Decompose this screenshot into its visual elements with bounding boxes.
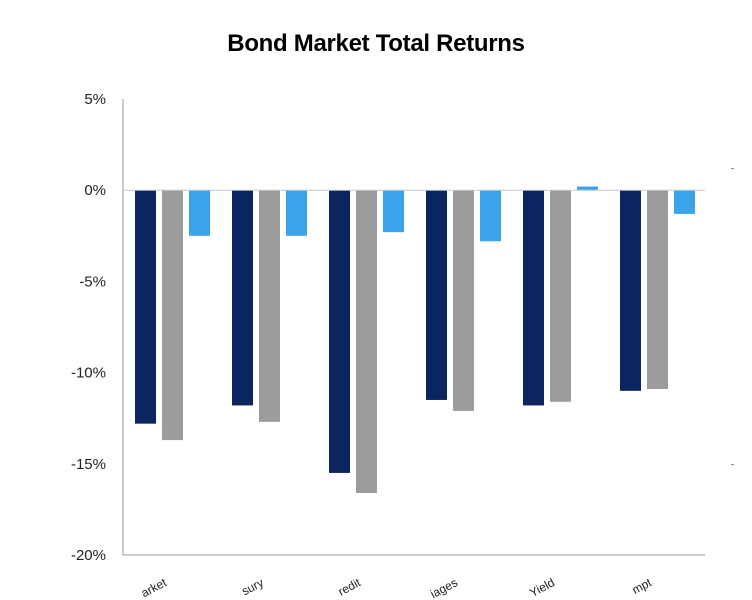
bar (356, 190, 377, 493)
bars (135, 186, 695, 493)
x-tick-label: iages (428, 575, 460, 600)
y-tick-label: 0% (84, 182, 106, 199)
bar (674, 190, 695, 214)
y-axis: 5% 0% -5% -10% -15% -20% (71, 91, 124, 564)
bar (232, 190, 253, 406)
bar (620, 190, 641, 391)
y-tick-label: -10% (71, 365, 106, 382)
bar (523, 190, 544, 406)
y-tick-label: -5% (79, 273, 106, 290)
bar (162, 190, 183, 441)
bar (329, 190, 350, 473)
chart-title: Bond Market Total Returns (227, 30, 525, 57)
bar (286, 190, 307, 236)
edge-tick-mark (731, 168, 734, 169)
bar (259, 190, 280, 422)
x-axis: arket sury redit iages Yield mpt (123, 189, 705, 600)
bar (135, 190, 156, 424)
x-tick-label: sury (239, 575, 266, 598)
x-tick-label: redit (336, 575, 364, 599)
bar (550, 190, 571, 402)
bar (383, 190, 404, 233)
bar (480, 190, 501, 242)
bar (426, 190, 447, 400)
y-tick-label: 5% (84, 91, 106, 108)
bar (453, 190, 474, 411)
bar (647, 190, 668, 390)
x-tick-label: Yield (527, 575, 557, 600)
edge-tick-mark (731, 464, 734, 465)
bar (577, 186, 598, 191)
bar (189, 190, 210, 236)
y-tick-label: -20% (71, 547, 106, 564)
y-tick-label: -15% (71, 456, 106, 473)
x-tick-label: mpt (630, 575, 655, 597)
x-tick-label: arket (139, 575, 170, 600)
